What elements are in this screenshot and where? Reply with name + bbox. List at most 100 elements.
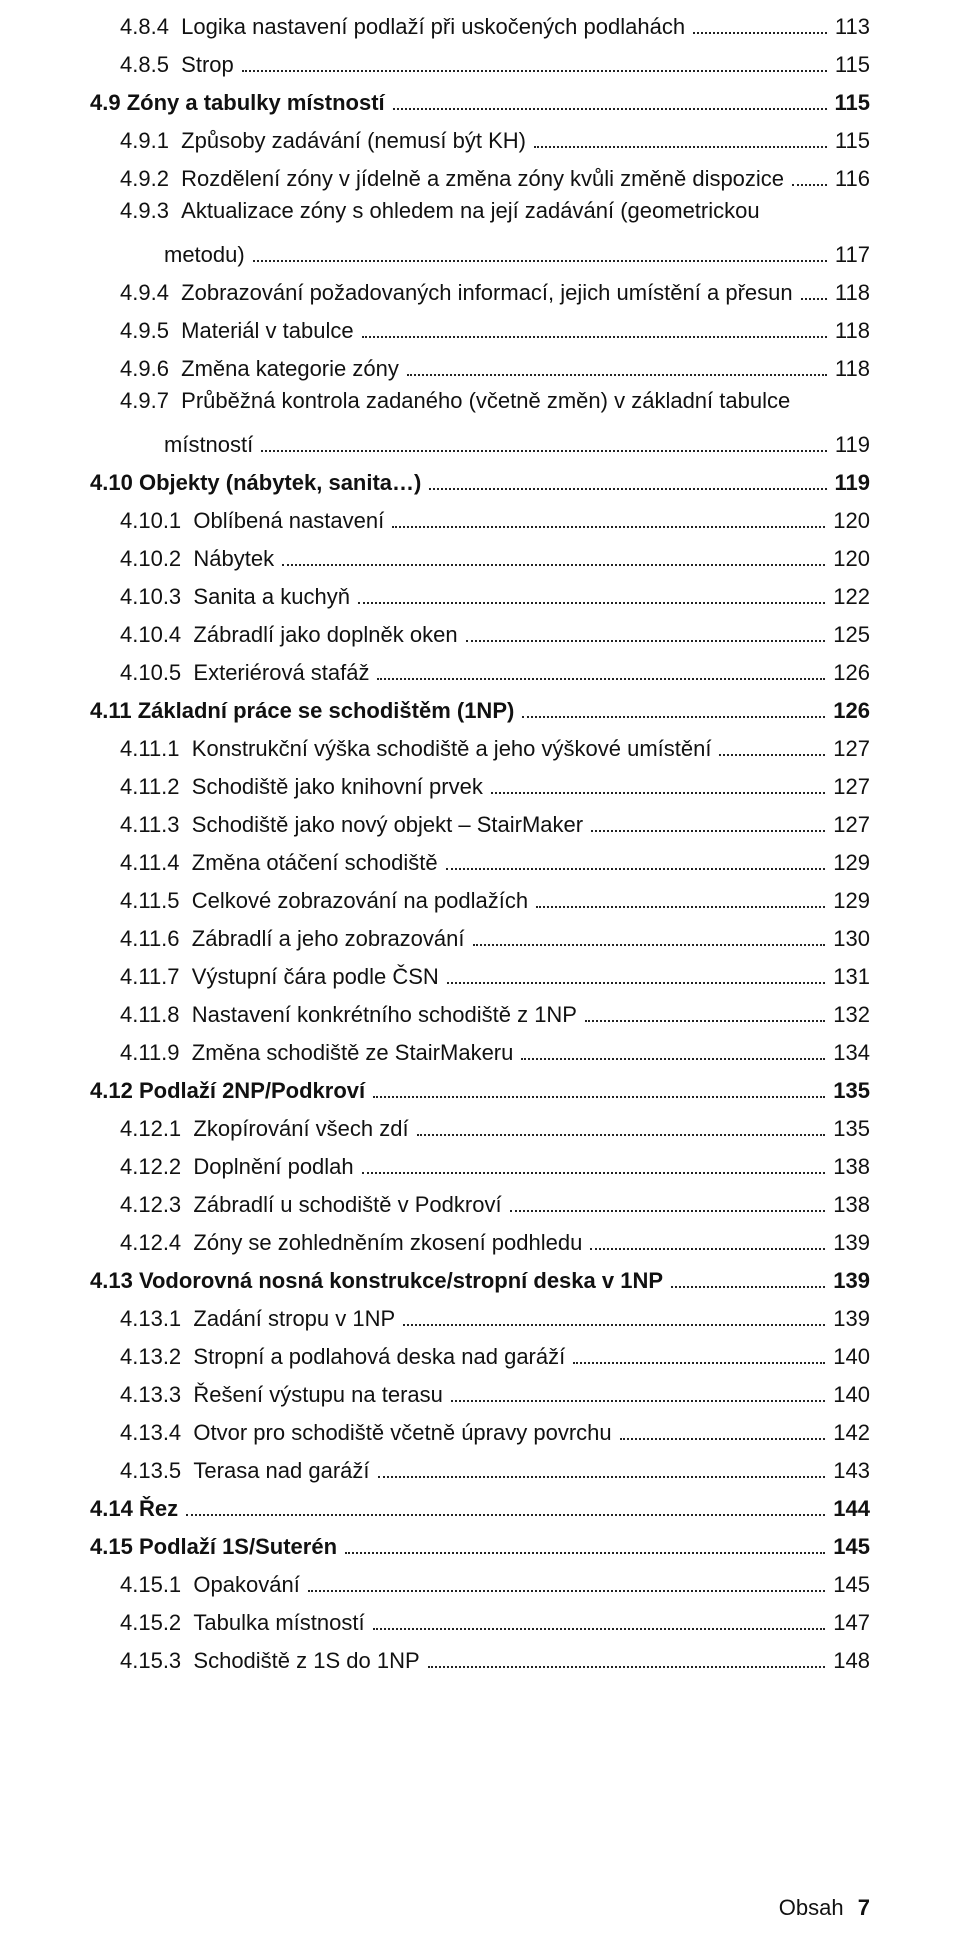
toc-number: 4.11.2 xyxy=(120,776,180,798)
toc-page: 127 xyxy=(833,814,870,836)
footer: Obsah 7 xyxy=(779,1895,870,1921)
toc-number: 4.11.4 xyxy=(120,852,180,874)
toc-title: Řešení výstupu na terasu xyxy=(193,1384,442,1406)
leader-dots xyxy=(428,1644,826,1668)
toc-entry: 4.9 Zóny a tabulky místností115 xyxy=(90,86,870,124)
toc-page: 127 xyxy=(833,776,870,798)
leader-dots xyxy=(473,922,826,946)
toc-page: 134 xyxy=(833,1042,870,1064)
leader-dots xyxy=(801,276,827,300)
toc-page: 145 xyxy=(833,1574,870,1596)
toc-entry: 4.9.5 Materiál v tabulce118 xyxy=(120,314,870,352)
footer-label: Obsah xyxy=(779,1895,844,1920)
toc-title: Tabulka místností xyxy=(193,1612,364,1634)
leader-dots xyxy=(671,1264,825,1288)
toc-content: 4.8.4 Logika nastavení podlaží při uskoč… xyxy=(0,0,960,1682)
toc-page: 144 xyxy=(833,1498,870,1520)
toc-title: Změna kategorie zóny xyxy=(181,358,399,380)
toc-number: 4.12.1 xyxy=(120,1118,181,1140)
toc-title: Zóny se zohledněním zkosení podhledu xyxy=(193,1232,582,1254)
toc-page: 147 xyxy=(833,1612,870,1634)
leader-dots xyxy=(620,1416,826,1440)
leader-dots xyxy=(719,732,825,756)
leader-dots xyxy=(417,1112,826,1136)
leader-dots xyxy=(521,1036,825,1060)
toc-title: metodu) xyxy=(164,244,245,266)
leader-dots xyxy=(403,1302,825,1326)
toc-title: Způsoby zadávání (nemusí být KH) xyxy=(181,130,526,152)
toc-number: 4.9.5 xyxy=(120,320,169,342)
leader-dots xyxy=(373,1074,825,1098)
leader-dots xyxy=(536,884,825,908)
leader-dots xyxy=(407,352,827,376)
leader-dots xyxy=(393,86,827,110)
toc-page: 139 xyxy=(833,1308,870,1330)
toc-row: metodu)117 xyxy=(120,238,870,276)
leader-dots xyxy=(447,960,825,984)
toc-entry: 4.14 Řez144 xyxy=(90,1492,870,1530)
leader-dots xyxy=(186,1492,825,1516)
toc-title: Zábradlí u schodiště v Podkroví xyxy=(193,1194,501,1216)
toc-page: 118 xyxy=(835,282,870,304)
toc-entry: 4.9.3 Aktualizace zóny s ohledem na její… xyxy=(120,200,870,276)
toc-title: Aktualizace zóny s ohledem na její zadáv… xyxy=(181,200,759,222)
leader-dots xyxy=(308,1568,825,1592)
toc-title: Zobrazování požadovaných informací, jeji… xyxy=(181,282,792,304)
toc-entry: 4.10.2 Nábytek120 xyxy=(120,542,870,580)
toc-number: 4.12.2 xyxy=(120,1156,181,1178)
toc-title: Změna schodiště ze StairMakeru xyxy=(192,1042,514,1064)
leader-dots xyxy=(491,770,825,794)
toc-number: 4.9.6 xyxy=(120,358,169,380)
toc-title: Otvor pro schodiště včetně úpravy povrch… xyxy=(193,1422,611,1444)
toc-row: 4.9.3 Aktualizace zóny s ohledem na její… xyxy=(120,200,870,238)
toc-number: 4.13.3 xyxy=(120,1384,181,1406)
leader-dots xyxy=(522,694,825,718)
leader-dots xyxy=(573,1340,825,1364)
toc-entry: 4.15.1 Opakování145 xyxy=(120,1568,870,1606)
leader-dots xyxy=(362,1150,826,1174)
toc-entry: 4.12.3 Zábradlí u schodiště v Podkroví13… xyxy=(120,1188,870,1226)
toc-number: 4.9.2 xyxy=(120,168,169,190)
footer-page: 7 xyxy=(858,1895,870,1920)
toc-entry: 4.9.4 Zobrazování požadovaných informací… xyxy=(120,276,870,314)
leader-dots xyxy=(429,466,826,490)
toc-title: Materiál v tabulce xyxy=(181,320,353,342)
toc-page: 138 xyxy=(833,1156,870,1178)
toc-number: 4.13.4 xyxy=(120,1422,181,1444)
toc-entry: 4.10 Objekty (nábytek, sanita…)119 xyxy=(90,466,870,504)
toc-title: Sanita a kuchyň xyxy=(193,586,350,608)
toc-entry: 4.15.3 Schodiště z 1S do 1NP148 xyxy=(120,1644,870,1682)
toc-entry: 4.13.4 Otvor pro schodiště včetně úpravy… xyxy=(120,1416,870,1454)
page: 4.8.4 Logika nastavení podlaží při uskoč… xyxy=(0,0,960,1951)
toc-title: Celkové zobrazování na podlažích xyxy=(192,890,528,912)
toc-entry: 4.10.5 Exteriérová stafáž126 xyxy=(120,656,870,694)
toc-number: 4.9.7 xyxy=(120,390,169,412)
leader-dots xyxy=(261,428,827,452)
leader-dots xyxy=(585,998,825,1022)
toc-title: Zadání stropu v 1NP xyxy=(193,1308,395,1330)
toc-entry: 4.13 Vodorovná nosná konstrukce/stropní … xyxy=(90,1264,870,1302)
toc-page: 119 xyxy=(835,434,870,456)
toc-title: Vodorovná nosná konstrukce/stropní deska… xyxy=(139,1270,663,1292)
toc-title: Průběžná kontrola zadaného (včetně změn)… xyxy=(181,390,790,412)
toc-number: 4.11.8 xyxy=(120,1004,180,1026)
toc-number: 4.9.3 xyxy=(120,200,169,222)
toc-number: 4.11.6 xyxy=(120,928,180,950)
toc-entry: 4.15.2 Tabulka místností147 xyxy=(120,1606,870,1644)
toc-page: 139 xyxy=(833,1232,870,1254)
toc-title: Schodiště jako knihovní prvek xyxy=(192,776,483,798)
toc-page: 142 xyxy=(833,1422,870,1444)
toc-title: Zábradlí jako doplněk oken xyxy=(193,624,457,646)
toc-number: 4.13 xyxy=(90,1270,133,1292)
leader-dots xyxy=(693,10,827,34)
toc-entry: 4.12.2 Doplnění podlah138 xyxy=(120,1150,870,1188)
leader-dots xyxy=(345,1530,825,1554)
toc-number: 4.15 xyxy=(90,1536,133,1558)
toc-number: 4.13.2 xyxy=(120,1346,181,1368)
leader-dots xyxy=(253,238,827,262)
toc-title: Řez xyxy=(139,1498,178,1520)
toc-entry: 4.11.7 Výstupní čára podle ČSN131 xyxy=(120,960,870,998)
toc-title: Objekty (nábytek, sanita…) xyxy=(139,472,421,494)
leader-dots xyxy=(451,1378,825,1402)
toc-number: 4.8.5 xyxy=(120,54,169,76)
